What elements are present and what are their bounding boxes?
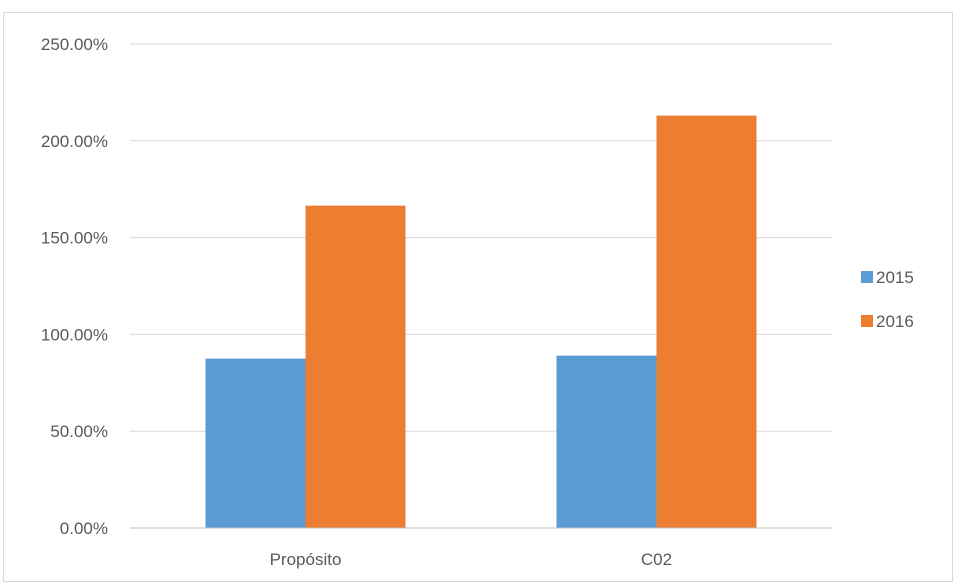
legend-swatch-2015 <box>861 271 873 283</box>
legend-swatch-2016 <box>861 315 873 327</box>
y-tick-label: 200.00% <box>41 132 108 151</box>
bar-2015-1 <box>556 355 657 528</box>
y-tick-label: 50.00% <box>50 422 108 441</box>
legend-label-2016: 2016 <box>876 312 914 331</box>
y-tick-labels: 0.00% 50.00% 100.00% 150.00% 200.00% 250.00% <box>41 35 108 538</box>
legend-label-2015: 2015 <box>876 268 914 287</box>
x-tick-labels: Propósito C02 <box>270 550 673 569</box>
y-tick-label: 100.00% <box>41 325 108 344</box>
bar-2016-0 <box>305 205 406 528</box>
legend: 2015 2016 <box>861 268 914 331</box>
y-tick-label: 150.00% <box>41 229 108 248</box>
y-tick-label: 0.00% <box>60 519 108 538</box>
bar-2015-0 <box>205 358 306 528</box>
x-tick-label: Propósito <box>270 550 342 569</box>
y-tick-label: 250.00% <box>41 35 108 54</box>
bars <box>205 115 757 528</box>
x-tick-label: C02 <box>641 550 672 569</box>
bar-2016-1 <box>656 115 757 528</box>
chart-frame <box>3 12 953 582</box>
